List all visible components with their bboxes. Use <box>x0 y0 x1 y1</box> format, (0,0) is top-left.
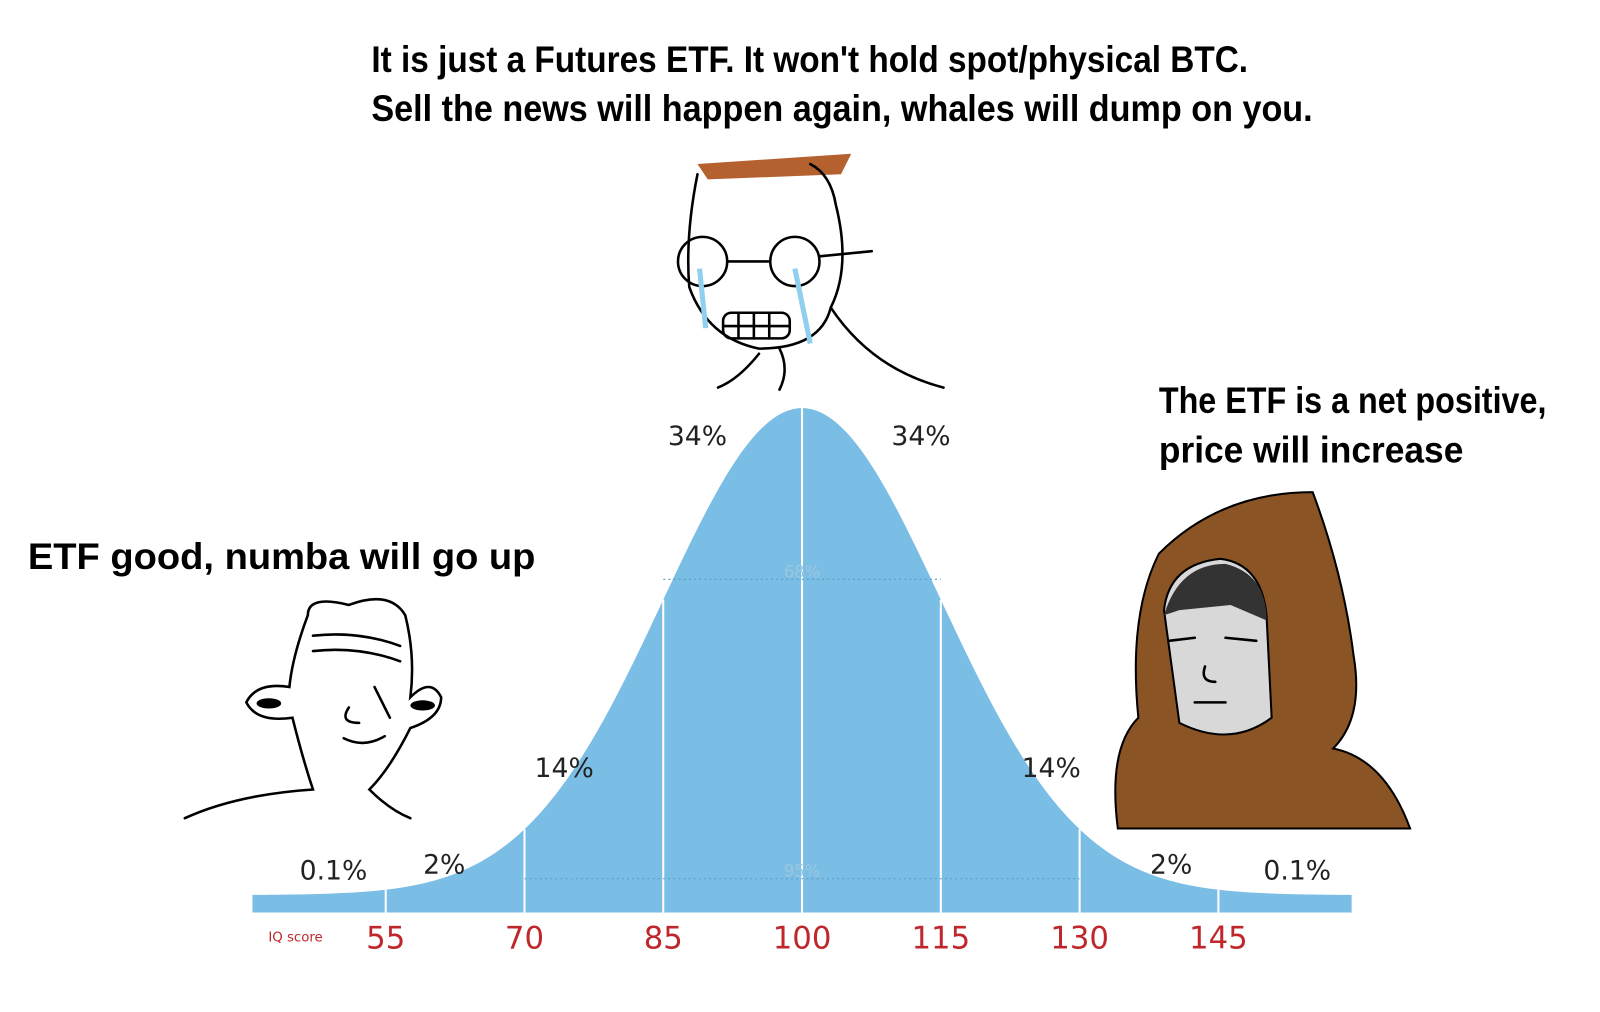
segment-label: 34% <box>891 421 950 452</box>
x-tick-label: 85 <box>644 920 683 956</box>
segment-label: 14% <box>1022 753 1081 784</box>
top-caption: It is just a Futures ETF. It won't hold … <box>371 39 1248 80</box>
x-tick-label: 130 <box>1050 920 1109 956</box>
x-tick-label: 145 <box>1189 920 1248 956</box>
segment-label: 14% <box>535 753 594 784</box>
segment-label: 0.1% <box>1263 856 1331 887</box>
left-caption: ETF good, numba will go up <box>28 536 536 577</box>
band-label: 68% <box>784 562 820 581</box>
hooded-character <box>1114 491 1412 830</box>
top-caption: Sell the news will happen again, whales … <box>371 88 1312 129</box>
right-caption: The ETF is a net positive, <box>1159 380 1547 421</box>
segment-label: 2% <box>1150 850 1192 881</box>
smiling-character <box>183 597 443 820</box>
crying-character <box>676 153 945 391</box>
segment-label: 34% <box>668 421 727 452</box>
band-label: 95% <box>784 862 820 881</box>
right-caption: price will increase <box>1159 429 1464 470</box>
bell-curve-chart: 55 70 85 100 115 130 145 68% 95% 0.1% 2% 14% 34% 34% 1… <box>252 408 1352 956</box>
x-axis-label: IQ score <box>268 930 322 945</box>
x-tick-label: 70 <box>505 920 544 956</box>
x-tick-label: 55 <box>366 920 405 956</box>
x-tick-label: 115 <box>911 920 970 956</box>
segment-label: 0.1% <box>300 856 368 887</box>
segment-label: 2% <box>423 850 465 881</box>
x-tick-label: 100 <box>773 920 832 956</box>
